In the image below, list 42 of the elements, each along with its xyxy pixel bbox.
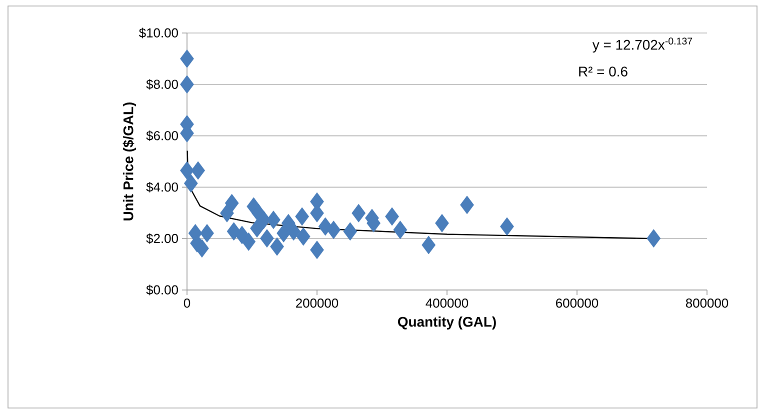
point — [270, 237, 284, 256]
point — [220, 204, 234, 222]
point — [296, 227, 310, 246]
point — [385, 207, 399, 226]
point — [242, 232, 256, 251]
point — [295, 207, 310, 226]
point — [422, 236, 436, 254]
point — [266, 210, 280, 230]
point — [224, 194, 239, 212]
annotation: R² = 0.6 — [579, 66, 628, 76]
y-axis-title: Unit Price ($/GAL) — [122, 102, 136, 220]
point — [180, 75, 194, 94]
point — [326, 220, 341, 240]
point — [352, 204, 366, 222]
x-tick-label: 0 — [184, 298, 190, 308]
point — [393, 220, 408, 240]
x-tick-label: 800000 — [686, 298, 728, 308]
point — [250, 219, 264, 238]
point — [191, 161, 206, 180]
y-tick-label: $6.00 — [146, 130, 178, 142]
y-tick-label: $10.00 — [139, 28, 178, 38]
point — [500, 217, 514, 236]
y-tick-label: $0.00 — [146, 284, 178, 296]
x-tick-label: 600000 — [556, 298, 598, 308]
point — [646, 229, 661, 248]
point — [180, 49, 194, 68]
point — [460, 196, 474, 214]
y-tick-label: $4.00 — [146, 182, 178, 192]
point — [435, 214, 449, 232]
point — [180, 161, 194, 180]
x-tick-label: 400000 — [426, 298, 468, 308]
point — [343, 222, 358, 241]
annotation: y = 12.702x$^{-0.137}$ — [592, 38, 692, 53]
point — [310, 240, 324, 260]
point — [184, 174, 198, 193]
point — [200, 224, 214, 242]
y-tick-label: $2.00 — [146, 233, 178, 244]
point — [276, 224, 291, 242]
y-tick-label: $8.00 — [146, 79, 178, 90]
x-tick-label: 200000 — [296, 298, 338, 308]
point — [260, 229, 274, 248]
x-axis-title: Quantity (GAL) — [398, 316, 496, 330]
